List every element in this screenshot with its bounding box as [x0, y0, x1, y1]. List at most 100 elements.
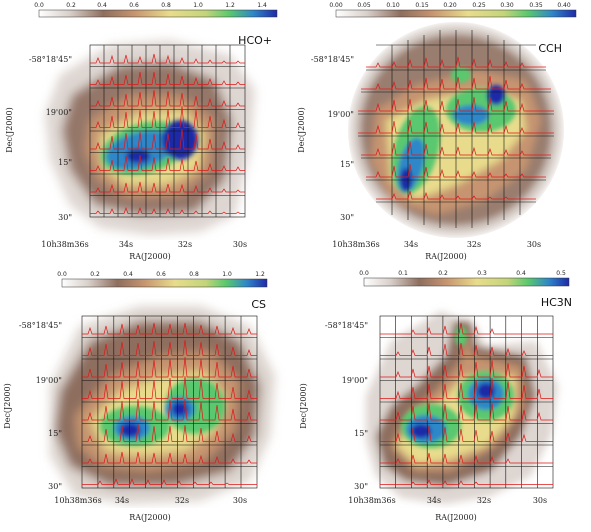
colorbar-tick: 0.4: [97, 2, 107, 9]
intensity-map: [45, 40, 255, 235]
colorbar-tick: 0.5: [556, 270, 566, 277]
y-tick: 19'00": [46, 108, 72, 117]
panel-title: CS: [251, 298, 266, 311]
colorbar-tick: 1.0: [222, 271, 232, 278]
x-tick: 30s: [527, 240, 541, 249]
panel-cs-svg: 0.0 0.2 0.4 0.6 0.8 1.0 1.2: [3, 271, 275, 522]
colorbar-tick: 0.40: [557, 2, 571, 9]
colorbar-tick: 0.8: [189, 271, 199, 278]
colorbar-tick: 1.4: [257, 2, 267, 9]
colorbar-tick: 0.05: [357, 2, 371, 9]
panel-cch: 0.00 0.05 0.10 0.15 0.20 0.25 0.30 0.35 …: [296, 0, 591, 266]
panel-hc3n: 0.0 0.1 0.2 0.3 0.4 0.5: [296, 266, 591, 532]
colorbar-tick: 0.4: [123, 271, 133, 278]
y-tick: 15": [58, 158, 72, 167]
y-tick: 30": [48, 482, 62, 491]
y-tick: 30": [340, 213, 354, 222]
spectra-traces: [380, 322, 553, 485]
y-tick: 15": [48, 429, 62, 438]
panel-title: CCH: [538, 42, 562, 55]
colorbar-tick: 0.15: [415, 2, 429, 9]
colorbar-tick: 0.0: [57, 271, 67, 278]
x-axis-label: RA(J2000): [129, 513, 171, 522]
colorbar-tick: 0.20: [443, 2, 457, 9]
y-tick: 30": [58, 213, 72, 222]
y-axis-label: Dec(J2000): [5, 107, 14, 152]
colorbar-tick: 0.6: [129, 2, 139, 9]
colorbar-ticks: 0.00 0.05 0.10 0.15 0.20 0.25 0.30 0.35 …: [329, 2, 571, 9]
x-tick: 30s: [233, 496, 247, 505]
y-tick: 19'00": [342, 376, 368, 385]
panel-title: HC3N: [541, 296, 572, 309]
panel-title: HCO+: [238, 34, 272, 47]
colorbar-ticks: 0.0 0.1 0.2 0.3 0.4 0.5: [359, 270, 566, 277]
colorbar: [61, 278, 268, 288]
panel-cch-svg: 0.00 0.05 0.10 0.15 0.20 0.25 0.30 0.35 …: [297, 2, 577, 261]
x-tick: 32s: [477, 496, 491, 505]
spectra-traces: [82, 322, 257, 485]
y-tick: 30": [354, 482, 368, 491]
colorbar-tick: 0.10: [386, 2, 400, 9]
colorbar-tick: 0.1: [398, 270, 408, 277]
y-tick: 19'00": [36, 376, 62, 385]
panel-hc3n-svg: 0.0 0.1 0.2 0.3 0.4 0.5: [299, 270, 572, 522]
colorbar-tick: 0.0: [359, 270, 369, 277]
colorbar-tick: 1.2: [255, 271, 265, 278]
x-axis-label: RA(J2000): [425, 252, 467, 261]
spectra-traces: [358, 56, 554, 200]
y-tick: 19'00": [328, 110, 354, 119]
colorbar: [38, 9, 278, 18]
colorbar-ticks: 0.0 0.2 0.4 0.6 0.8 1.0 1.2 1.4: [34, 2, 267, 9]
y-tick: 15": [340, 160, 354, 169]
x-tick: 32s: [467, 240, 481, 249]
x-tick: 34s: [404, 240, 418, 249]
y-axis-label: Dec(J2000): [299, 383, 308, 428]
x-axis-label: RA(J2000): [129, 252, 171, 261]
colorbar-tick: 0.0: [34, 2, 44, 9]
y-axis-label: Dec(J2000): [3, 383, 12, 428]
colorbar-tick: 0.3: [477, 270, 487, 277]
x-tick: 10h38m36s: [41, 240, 88, 249]
colorbar-tick: 0.2: [438, 270, 448, 277]
x-tick: 32s: [178, 240, 192, 249]
colorbar-tick: 0.6: [156, 271, 166, 278]
spectra-traces: [90, 53, 245, 214]
panel-hcop: 0.0 0.2 0.4 0.6 0.8 1.0 1.2 1.4: [0, 0, 295, 266]
colorbar: [335, 9, 577, 18]
x-axis-label: RA(J2000): [435, 513, 477, 522]
x-tick: 10h38m36s: [332, 240, 379, 249]
x-tick: 30s: [533, 496, 547, 505]
y-tick: 15": [354, 429, 368, 438]
colorbar-tick: 0.8: [161, 2, 171, 9]
colorbar-tick: 0.30: [500, 2, 514, 9]
colorbar-tick: 1.2: [225, 2, 235, 9]
colorbar-tick: 0.35: [529, 2, 543, 9]
spectra-grid: [358, 30, 554, 228]
colorbar: [363, 277, 570, 287]
x-tick: 10h38m36s: [348, 496, 395, 505]
x-tick: 34s: [119, 240, 133, 249]
colorbar-tick: 0.2: [90, 271, 100, 278]
colorbar-ticks: 0.0 0.2 0.4 0.6 0.8 1.0 1.2: [57, 271, 265, 278]
spectra-grid: [81, 315, 258, 489]
colorbar-tick: 0.4: [516, 270, 526, 277]
y-axis-label: Dec(J2000): [297, 107, 306, 152]
y-tick: -58°18'45": [325, 321, 368, 330]
x-tick: 32s: [175, 496, 189, 505]
x-tick: 10h38m36s: [54, 496, 101, 505]
colorbar-tick: 0.00: [329, 2, 343, 9]
intensity-map: [366, 311, 558, 504]
panel-cs: 0.0 0.2 0.4 0.6 0.8 1.0 1.2: [0, 266, 295, 532]
y-tick: -58°18'45": [19, 321, 62, 330]
colorbar-tick: 0.2: [66, 2, 76, 9]
colorbar-tick: 0.25: [472, 2, 486, 9]
y-tick: -58°18'45": [311, 55, 354, 64]
x-tick: 34s: [115, 496, 129, 505]
spectra-grid: [379, 315, 554, 489]
y-tick: -58°18'45": [29, 55, 72, 64]
colorbar-tick: 1.0: [193, 2, 203, 9]
spectra-grid: [89, 44, 246, 218]
x-tick: 34s: [427, 496, 441, 505]
x-tick: 30s: [233, 240, 247, 249]
panel-hcop-svg: 0.0 0.2 0.4 0.6 0.8 1.0 1.2 1.4: [5, 2, 278, 261]
